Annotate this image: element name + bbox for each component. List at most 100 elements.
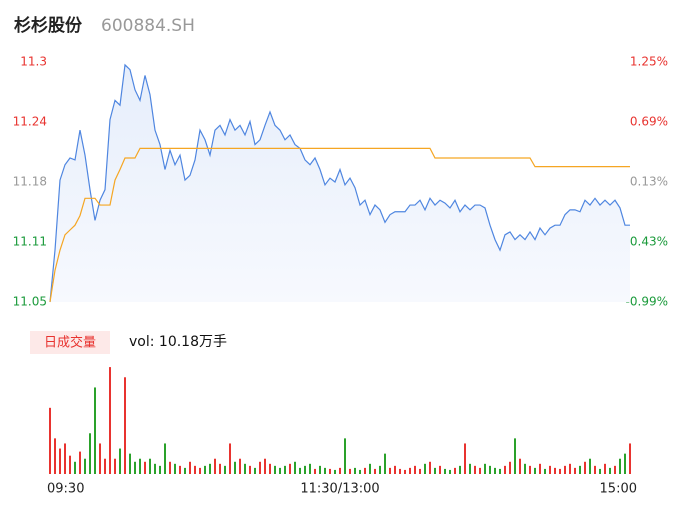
volume-bar [584, 461, 586, 474]
volume-bar [359, 469, 361, 474]
volume-bar [369, 463, 371, 474]
volume-bar [509, 461, 511, 474]
volume-bar [324, 467, 326, 474]
volume-bar [474, 465, 476, 474]
volume-bar [139, 458, 141, 474]
volume-bar [394, 465, 396, 474]
y2-tick-label: 1.25% [630, 55, 668, 69]
stock-name: 杉杉股份 [14, 15, 83, 36]
volume-bar [374, 468, 376, 474]
volume-bar [224, 465, 226, 474]
volume-bar [614, 465, 616, 474]
volume-bar [209, 463, 211, 474]
volume-bar [349, 468, 351, 474]
volume-bar [104, 458, 106, 474]
volume-bar [204, 465, 206, 474]
volume-bar [269, 463, 271, 474]
volume-bar [484, 463, 486, 474]
volume-bar [79, 451, 81, 474]
volume-bar [249, 465, 251, 474]
volume-bar [299, 467, 301, 474]
volume-bar [504, 465, 506, 474]
volume-bar [524, 463, 526, 474]
volume-bar [119, 448, 121, 474]
volume-bar [389, 467, 391, 474]
volume-bar [559, 468, 561, 474]
x-tick-label: 09:30 [47, 482, 84, 497]
volume-bar [539, 463, 541, 474]
volume-bar [549, 465, 551, 474]
y2-tick-label: -0.43% [626, 235, 668, 249]
volume-bar [579, 465, 581, 474]
volume-bar [289, 463, 291, 474]
volume-bar [99, 443, 101, 474]
volume-bar [364, 467, 366, 474]
volume-bar [114, 458, 116, 474]
volume-bar [334, 469, 336, 474]
volume-legend: 日成交量 [44, 335, 96, 351]
volume-bar [319, 465, 321, 474]
volume-bar [444, 468, 446, 474]
volume-bar [264, 458, 266, 474]
volume-bar [479, 467, 481, 474]
legend-box [30, 331, 110, 354]
volume-bar [354, 467, 356, 474]
volume-bar [274, 465, 276, 474]
x-tick-label: 15:00 [600, 482, 637, 497]
volume-bar [609, 467, 611, 474]
volume-total: vol: 10.18万手 [129, 334, 227, 350]
volume-bar [129, 453, 131, 474]
volume-bar [564, 465, 566, 474]
volume-bar [134, 461, 136, 474]
volume-bar [144, 461, 146, 474]
volume-bar [309, 463, 311, 474]
volume-bar [54, 438, 56, 474]
volume-bar [569, 463, 571, 474]
volume-bar [469, 463, 471, 474]
price-line [49, 63, 630, 303]
volume-bar [259, 461, 261, 474]
volume-bar [244, 463, 246, 474]
volume-bar [404, 469, 406, 474]
volume-bar [454, 467, 456, 474]
volume-bar [254, 467, 256, 474]
volume-bar [599, 468, 601, 474]
volume-bar [124, 377, 126, 474]
volume-bar [344, 438, 346, 474]
volume-bar [449, 469, 451, 474]
volume-bar [64, 443, 66, 474]
volume-bar [494, 467, 496, 474]
volume-bar [434, 467, 436, 474]
volume-bar [589, 458, 591, 474]
volume-bar [184, 467, 186, 474]
y-tick-label: 11.11 [13, 235, 47, 249]
y-tick-label: 11.18 [13, 175, 47, 189]
volume-bar [89, 433, 91, 474]
volume-bar [574, 467, 576, 474]
volume-bar [314, 468, 316, 474]
average-line [49, 147, 630, 303]
y2-tick-label: 0.69% [630, 115, 668, 129]
volume-bar [94, 387, 96, 474]
volume-bar [59, 448, 61, 474]
volume-bar [109, 367, 111, 474]
price-area [50, 64, 630, 302]
volume-bar [409, 467, 411, 474]
y2-tick-label: -0.99% [626, 295, 668, 309]
volume-bar [179, 465, 181, 474]
y2-tick-label: 0.13% [630, 175, 668, 189]
volume-bar [424, 463, 426, 474]
volume-bar [149, 458, 151, 474]
volume-bar [604, 463, 606, 474]
y-tick-label: 11.05 [13, 295, 47, 309]
volume-bar [619, 458, 621, 474]
volume-bar [629, 443, 631, 474]
volume-bar [234, 461, 236, 474]
y-tick-label: 11.24 [13, 115, 47, 129]
volume-bar [594, 465, 596, 474]
volume-bar [304, 465, 306, 474]
volume-bar [624, 453, 626, 474]
volume-bar [164, 443, 166, 474]
volume-bar [49, 407, 51, 474]
volume-bar [169, 461, 171, 474]
